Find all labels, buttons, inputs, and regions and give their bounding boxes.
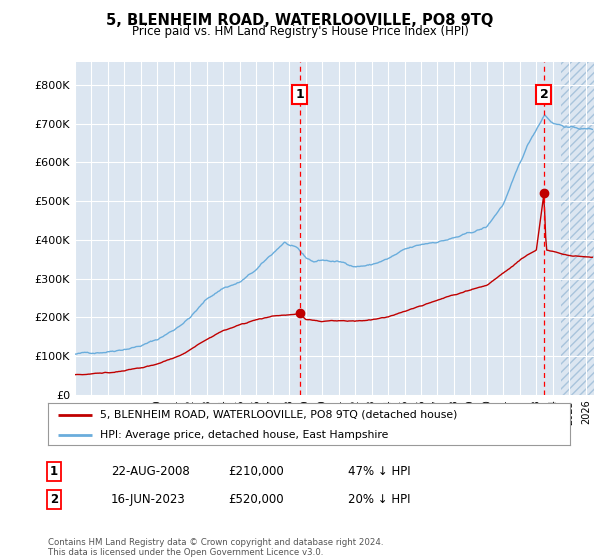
Text: 5, BLENHEIM ROAD, WATERLOOVILLE, PO8 9TQ (detached house): 5, BLENHEIM ROAD, WATERLOOVILLE, PO8 9TQ… bbox=[100, 410, 458, 420]
Text: Contains HM Land Registry data © Crown copyright and database right 2024.
This d: Contains HM Land Registry data © Crown c… bbox=[48, 538, 383, 557]
Text: 47% ↓ HPI: 47% ↓ HPI bbox=[348, 465, 410, 478]
Text: 2: 2 bbox=[539, 88, 548, 101]
Bar bbox=[561, 62, 600, 395]
Text: Price paid vs. HM Land Registry's House Price Index (HPI): Price paid vs. HM Land Registry's House … bbox=[131, 25, 469, 38]
Text: 1: 1 bbox=[50, 465, 58, 478]
Text: 5, BLENHEIM ROAD, WATERLOOVILLE, PO8 9TQ: 5, BLENHEIM ROAD, WATERLOOVILLE, PO8 9TQ bbox=[106, 13, 494, 28]
Text: £210,000: £210,000 bbox=[228, 465, 284, 478]
Text: 22-AUG-2008: 22-AUG-2008 bbox=[111, 465, 190, 478]
Text: 1: 1 bbox=[295, 88, 304, 101]
Text: £520,000: £520,000 bbox=[228, 493, 284, 506]
Text: HPI: Average price, detached house, East Hampshire: HPI: Average price, detached house, East… bbox=[100, 430, 389, 440]
Text: 2: 2 bbox=[50, 493, 58, 506]
Text: 20% ↓ HPI: 20% ↓ HPI bbox=[348, 493, 410, 506]
Text: 16-JUN-2023: 16-JUN-2023 bbox=[111, 493, 186, 506]
